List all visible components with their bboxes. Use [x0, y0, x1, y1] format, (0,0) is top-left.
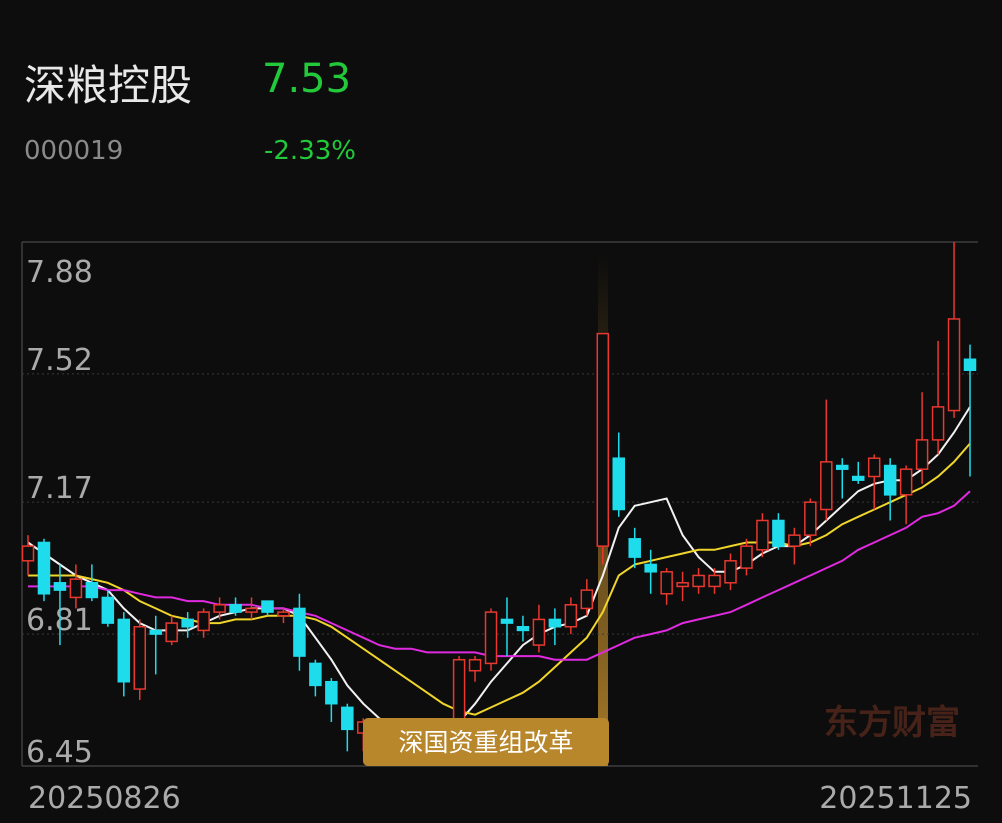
- candle-body: [197, 611, 210, 632]
- candle-body: [53, 582, 67, 591]
- candle-body: [516, 626, 530, 632]
- stock-price: 7.53: [262, 56, 352, 102]
- x-end-label: 20251125: [819, 781, 972, 816]
- candle-body: [963, 358, 977, 372]
- candle-body: [101, 596, 115, 624]
- candle-body: [804, 501, 817, 536]
- candle-body: [708, 574, 721, 588]
- candle-body: [612, 457, 625, 511]
- candle-body: [500, 618, 514, 624]
- annotation: 深国资重组改革: [398, 728, 573, 757]
- candle-body: [149, 629, 162, 635]
- x-start-label: 20250826: [28, 781, 181, 816]
- candle-body: [293, 607, 306, 657]
- candle-body: [851, 475, 865, 481]
- candle-body: [883, 464, 897, 496]
- candle-body: [484, 611, 498, 665]
- candle-body: [117, 618, 131, 683]
- annotation-box: [363, 718, 609, 766]
- candle-body: [468, 658, 482, 672]
- candle-body: [820, 461, 833, 511]
- candle-body: [69, 578, 83, 599]
- candle-body: [740, 545, 753, 569]
- candle-body: [229, 604, 242, 613]
- ma-line: [27, 406, 971, 738]
- candle-body: [532, 618, 546, 646]
- candle-body: [836, 464, 849, 470]
- candle-body: [931, 406, 945, 441]
- y-tick-label: 7.17: [26, 471, 93, 506]
- candle-body: [596, 332, 610, 547]
- candle-body: [133, 626, 147, 690]
- candle-body: [37, 541, 51, 595]
- candle-body: [692, 574, 705, 588]
- candle-body: [660, 571, 673, 595]
- candle-body: [628, 538, 641, 558]
- watermark: 东方财富: [824, 703, 960, 743]
- candle-body: [165, 622, 178, 643]
- candle-body: [915, 439, 929, 470]
- candle-body: [85, 582, 99, 599]
- candle-body: [899, 468, 913, 496]
- candle-body: [325, 680, 338, 705]
- candle-body: [644, 563, 657, 573]
- stock-name: 深粮控股: [24, 61, 193, 110]
- ma-line: [28, 490, 971, 661]
- y-tick-label: 6.45: [26, 735, 93, 770]
- candle-body: [548, 618, 562, 628]
- candle-body: [788, 534, 801, 547]
- candle-body: [21, 545, 35, 562]
- candle-body: [867, 457, 881, 478]
- candle-body: [213, 604, 226, 613]
- candle-body: [309, 662, 322, 687]
- stock-code: 000019: [24, 136, 124, 166]
- stock-change: -2.33%: [264, 136, 356, 166]
- candle-body: [772, 519, 785, 547]
- candle-body: [580, 589, 594, 610]
- y-tick-label: 7.52: [26, 343, 93, 378]
- y-tick-label: 7.88: [26, 255, 93, 290]
- candle-body: [277, 611, 290, 617]
- candle-body: [756, 519, 769, 551]
- candle-body: [261, 600, 274, 613]
- candle-body: [452, 658, 466, 727]
- candle-body: [245, 607, 258, 613]
- candle-body: [724, 560, 737, 584]
- candle-body: [947, 318, 961, 412]
- candle-body: [676, 582, 689, 588]
- candle-body: [181, 618, 194, 628]
- candle-body: [341, 706, 354, 731]
- candle-body: [564, 604, 578, 628]
